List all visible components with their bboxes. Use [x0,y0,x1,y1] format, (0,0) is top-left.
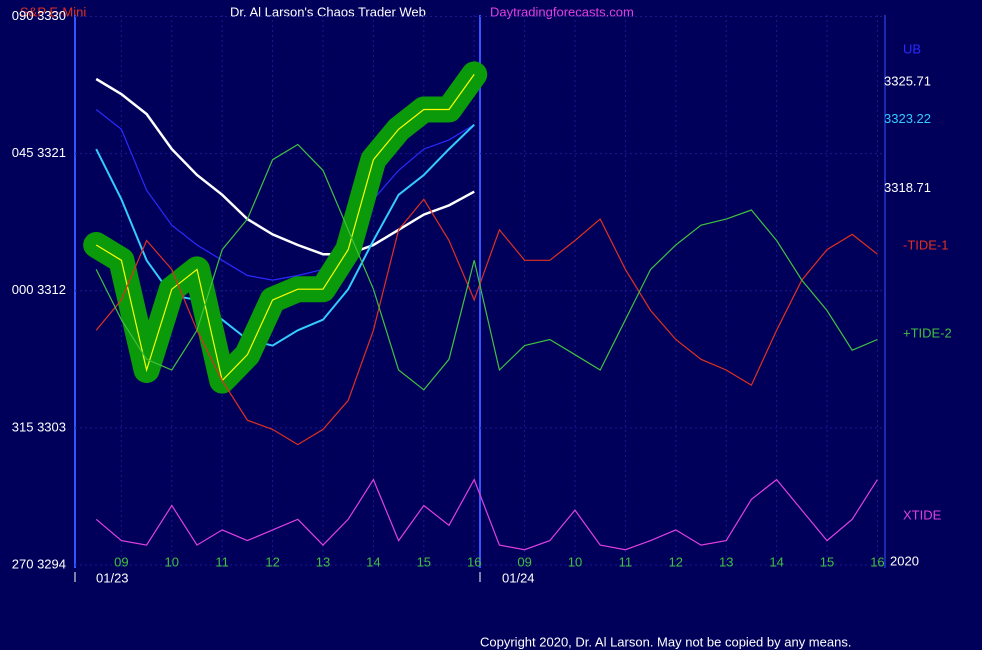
price-level-label: 3323.22 [884,111,931,126]
series-line [95,143,878,391]
day-label: 01/24 [502,570,535,585]
header-site: Daytradingforecasts.com [490,4,634,19]
y-tick-label: 045 3321 [12,145,66,160]
series-line [95,74,475,382]
series-name: +TIDE-2 [903,325,952,340]
year-label: 2020 [890,553,919,568]
chart-title: Dr. Al Larson's Chaos Trader Web [230,4,426,19]
series-line [95,77,475,256]
y-tick-label: 090 3330 [12,8,66,23]
y-tick-label: 000 3312 [12,282,66,297]
day-label: 01/23 [96,570,129,585]
series-name: XTIDE [903,507,942,522]
series-line [95,109,475,281]
footer: Copyright 2020, Dr. Al Larson. May not b… [480,634,851,649]
series-line [95,478,878,551]
y-tick-label: 315 3303 [12,419,66,434]
series-line [95,123,475,347]
y-tick-label: 270 3294 [12,556,66,571]
series-name: UB [903,41,921,56]
price-level-label: 3325.71 [884,73,931,88]
header-left: S&P E-Mini [20,4,86,19]
price-level-label: 3318.71 [884,180,931,195]
series-line [95,198,878,446]
series-name: -TIDE-1 [903,237,949,252]
